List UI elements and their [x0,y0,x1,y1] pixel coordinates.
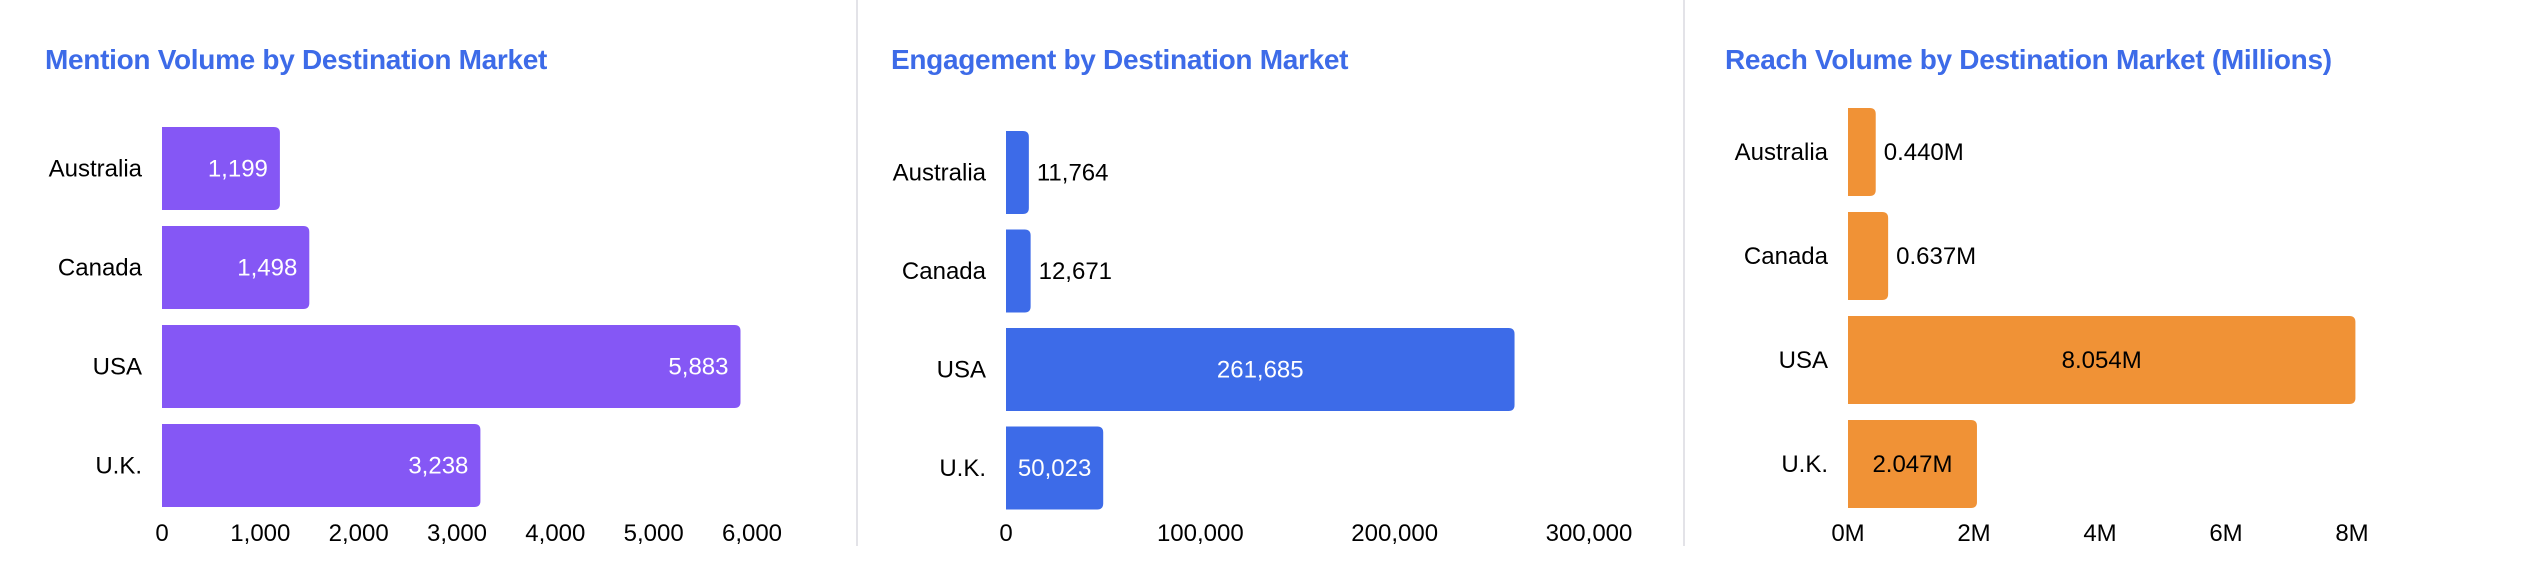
value-label-mentions: 3,238 [408,453,468,480]
value-label-engagement: 50,023 [1018,455,1091,482]
chart-title-engagement: Engagement by Destination Market [891,44,1349,75]
value-label-mentions: 1,498 [237,255,297,282]
value-label-engagement: 11,764 [1037,160,1109,187]
chart-title-reach: Reach Volume by Destination Market (Mill… [1725,44,2332,75]
bar-engagement [1006,328,1515,411]
x-tick-label-mentions: 2,000 [329,520,389,547]
bar-reach [1848,316,2356,404]
x-tick-label-reach: 2M [1957,520,1990,547]
category-label-mentions: Canada [58,255,143,282]
category-label-engagement: Australia [893,160,987,187]
category-label-engagement: USA [937,357,986,384]
bar-engagement [1006,131,1029,214]
value-label-mentions: 1,199 [208,156,268,183]
category-label-reach: U.K. [1781,451,1828,478]
bar-reach [1848,420,1977,508]
value-label-reach: 8.054M [2062,347,2142,374]
bar-mentions [162,226,310,309]
x-tick-label-engagement: 200,000 [1351,520,1438,547]
bar-mentions [162,127,280,210]
bar-mentions [162,325,741,408]
value-label-mentions: 5,883 [668,354,728,381]
chart-title-mentions: Mention Volume by Destination Market [45,44,548,75]
panel-divider [1683,0,1685,546]
bar-reach [1848,212,1889,300]
x-tick-label-reach: 4M [2083,520,2116,547]
value-label-engagement: 12,671 [1039,258,1112,285]
category-label-mentions: U.K. [95,453,142,480]
panel-divider [856,0,858,546]
x-tick-label-reach: 8M [2335,520,2368,547]
value-label-reach: 0.637M [1896,243,1976,270]
category-label-mentions: Australia [49,156,143,183]
bar-reach [1848,108,1876,196]
x-tick-label-reach: 0M [1831,520,1864,547]
bar-engagement [1006,426,1104,510]
value-label-reach: 2.047M [1872,451,1952,478]
x-tick-label-mentions: 3,000 [427,520,487,547]
x-tick-label-mentions: 5,000 [624,520,684,547]
category-label-mentions: USA [93,354,142,381]
x-tick-label-mentions: 1,000 [230,520,290,547]
bar-engagement [1006,229,1031,313]
category-label-reach: USA [1779,347,1828,374]
x-tick-label-engagement: 100,000 [1157,520,1244,547]
x-tick-label-engagement: 300,000 [1546,520,1633,547]
x-tick-label-mentions: 4,000 [525,520,585,547]
category-label-engagement: Canada [902,258,987,285]
category-label-engagement: U.K. [939,455,986,482]
x-tick-label-mentions: 0 [155,520,168,547]
x-tick-label-reach: 6M [2209,520,2242,547]
category-label-reach: Canada [1744,243,1829,270]
category-label-reach: Australia [1735,139,1829,166]
value-label-reach: 0.440M [1884,139,1964,166]
x-tick-label-engagement: 0 [999,520,1012,547]
bar-mentions [162,424,481,507]
value-label-engagement: 261,685 [1217,357,1304,384]
x-tick-label-mentions: 6,000 [722,520,782,547]
